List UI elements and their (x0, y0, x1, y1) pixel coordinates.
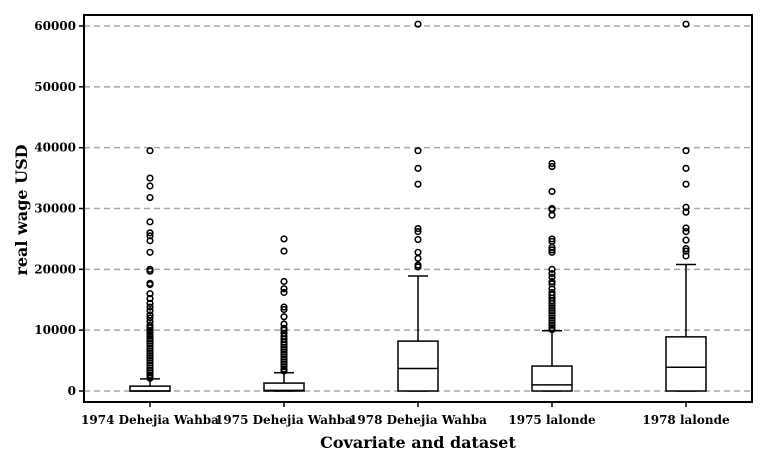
outlier-point (414, 248, 422, 256)
outlier-point (146, 299, 154, 308)
outlier-point (146, 314, 154, 322)
outlier-point (682, 228, 690, 236)
outlier-point (414, 147, 422, 155)
y-tick-label: 10000 (34, 323, 76, 337)
outlier-point (682, 164, 690, 172)
outlier-point (414, 180, 422, 188)
outlier-point (548, 162, 556, 171)
outlier-point (682, 245, 690, 253)
y-tick-label: 50000 (34, 80, 76, 94)
outlier-point (548, 235, 556, 243)
outlier-point (146, 311, 154, 319)
outlier-point (682, 252, 690, 260)
outlier-point (146, 147, 154, 155)
outlier-point (548, 277, 556, 286)
outlier-point (414, 263, 422, 271)
outlier-point (682, 208, 690, 216)
outlier-point (414, 228, 422, 236)
outlier-point (146, 218, 154, 226)
outlier-point (146, 182, 154, 190)
outlier-point (682, 180, 690, 188)
outlier-point (414, 164, 422, 172)
outlier-point (548, 211, 556, 219)
outlier-point (548, 325, 556, 334)
outlier-point (548, 269, 556, 278)
outlier-point (548, 265, 556, 273)
outlier-point (414, 254, 422, 262)
outlier-point (414, 224, 422, 233)
iqr-box (665, 336, 707, 392)
outlier-point (146, 237, 154, 245)
y-tick-label: 30000 (34, 202, 76, 216)
outlier-point (682, 224, 690, 232)
y-axis-title: real wage USD (12, 144, 31, 275)
outlier-point (146, 303, 154, 311)
iqr-box (397, 340, 439, 392)
y-axis-ticks: 0 10000 20000 30000 40000 50000 60000 (34, 19, 84, 398)
y-tick-label: 20000 (34, 262, 76, 276)
y-tick-label: 60000 (34, 19, 76, 33)
outlier-point (548, 187, 556, 196)
y-tick-label: 0 (68, 384, 76, 398)
box-5 (665, 20, 707, 392)
outlier-point (280, 367, 288, 375)
outlier-point (280, 285, 288, 293)
outlier-point (146, 248, 154, 256)
outlier-point (280, 313, 288, 321)
outlier-point (280, 277, 288, 286)
outlier-point (280, 247, 288, 255)
outlier-point (146, 324, 154, 332)
outlier-point (146, 229, 154, 237)
boxes (129, 20, 707, 392)
outlier-point (146, 193, 154, 202)
outlier-point (414, 20, 422, 28)
y-tick-label: 40000 (34, 141, 76, 155)
box-1 (129, 147, 171, 392)
box-4 (531, 159, 573, 392)
outlier-point (146, 280, 154, 289)
x-category-label: 1978 lalonde (642, 413, 730, 427)
box-2 (263, 235, 305, 392)
outlier-point (548, 273, 556, 281)
outlier-point (548, 246, 556, 254)
box-3 (397, 20, 439, 392)
outlier-point (146, 267, 154, 275)
x-category-label: 1975 lalonde (508, 413, 596, 427)
outlier-point (682, 20, 690, 28)
x-category-label: 1975 Dehejia Wahba (215, 413, 353, 427)
outlier-point (146, 174, 154, 182)
outlier-point (146, 374, 154, 382)
outlier-point (280, 305, 288, 314)
outlier-point (548, 159, 556, 168)
x-category-label: 1974 Dehejia Wahba (81, 413, 219, 427)
outlier-point (682, 147, 690, 155)
outlier-point (280, 303, 288, 311)
iqr-box (531, 365, 573, 392)
outlier-point (280, 363, 288, 371)
x-axis-title: Covariate and dataset (320, 433, 516, 452)
x-category-label: 1978 Dehejia Wahba (349, 413, 487, 427)
outlier-point (146, 307, 154, 315)
outlier-point (548, 321, 556, 329)
outlier-point (146, 328, 154, 336)
outlier-point (548, 248, 556, 256)
outlier-point (414, 235, 422, 244)
outlier-point (280, 288, 288, 297)
outlier-point (682, 236, 690, 244)
outlier-point (280, 235, 288, 243)
